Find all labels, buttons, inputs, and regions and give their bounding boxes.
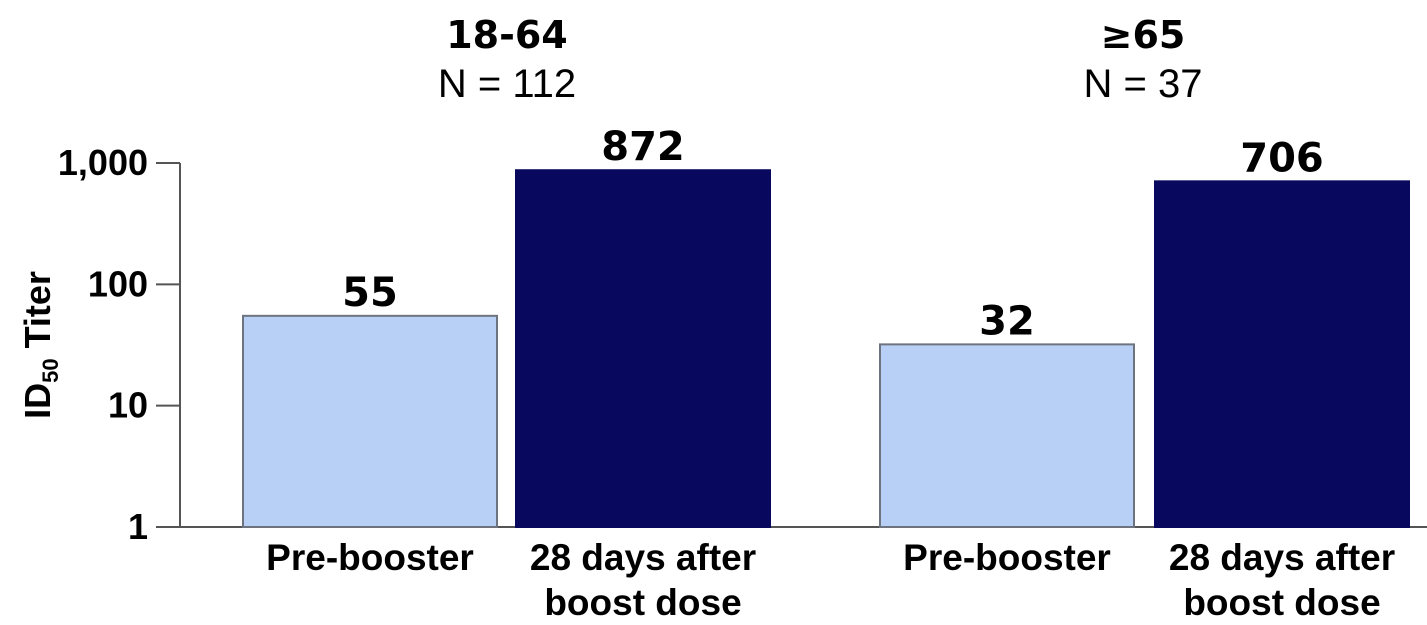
bar (1154, 180, 1410, 528)
labels: 18-64 N = 112 55 Pre-booster 872 28 days afte… (266, 13, 1395, 623)
group-title: ≥65 (1101, 13, 1186, 57)
group-n-label: N = 112 (438, 62, 576, 106)
bar-value-label: 55 (342, 270, 398, 316)
bar-value-label: 32 (979, 298, 1035, 344)
category-label: Pre-booster (903, 537, 1111, 578)
group-n-label: N = 37 (1084, 62, 1203, 106)
y-tick-label: 1 (128, 506, 148, 547)
bar (879, 343, 1135, 528)
group-title: 18-64 (446, 13, 568, 57)
y-tick-label: 1,000 (58, 142, 148, 183)
bar-value-label: 872 (601, 124, 685, 170)
bar (515, 169, 771, 528)
category-label: 28 days after boost dose (530, 537, 756, 623)
bar (242, 314, 498, 528)
bar-value-label: 706 (1240, 135, 1324, 181)
category-label: Pre-booster (266, 537, 474, 578)
category-label: 28 days after boost dose (1169, 537, 1395, 623)
y-axis-label: ID50 Titer (17, 271, 63, 419)
bars (242, 169, 1410, 528)
y-tick-label: 100 (88, 263, 148, 304)
y-tick-label: 10 (108, 385, 148, 426)
